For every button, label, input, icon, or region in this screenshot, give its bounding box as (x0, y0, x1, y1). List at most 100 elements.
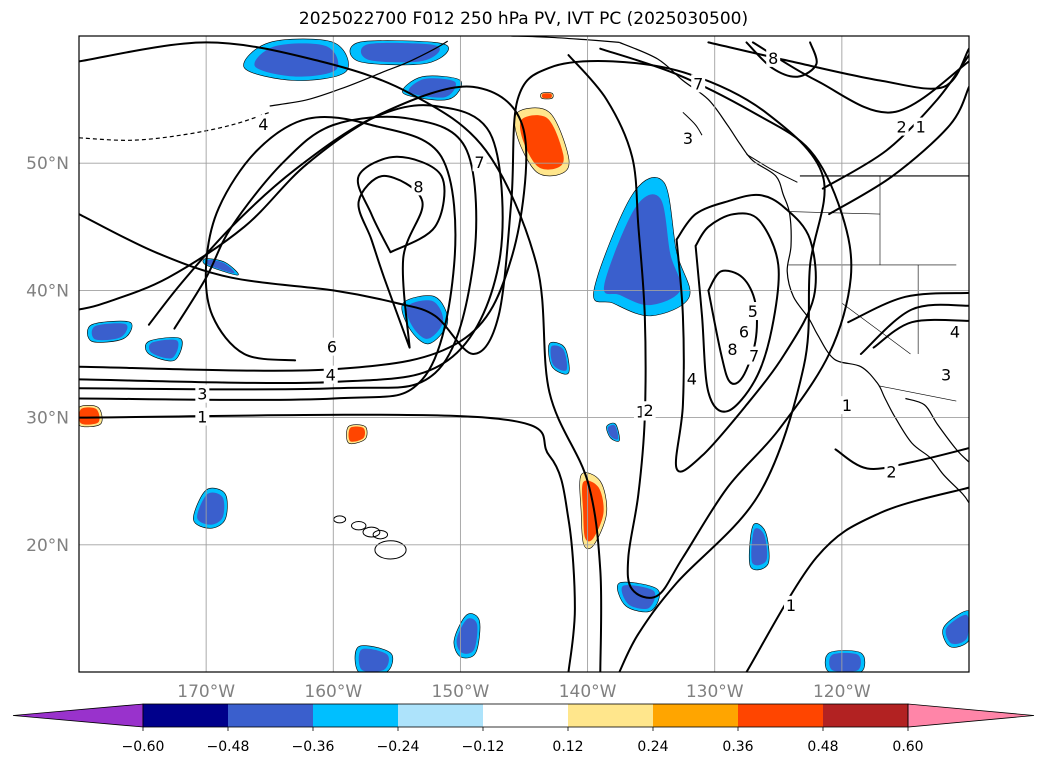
state-border (788, 211, 881, 215)
contour-label: 4 (258, 115, 268, 134)
colorbar-segment (313, 704, 398, 727)
colorbar-segment (143, 704, 228, 727)
colorbar-tick-label: 0.48 (807, 739, 838, 755)
negative-pv-core (550, 345, 568, 371)
hawaii-island (372, 529, 389, 540)
colorbar-tick-label: −0.60 (122, 739, 165, 755)
colorbar-tick-label: 0.36 (722, 739, 753, 755)
positive-pv-core (519, 115, 564, 170)
latitude-label: 20°N (26, 536, 69, 556)
contour-label: 3 (683, 129, 693, 148)
negative-pv-core (603, 194, 682, 306)
ivt-contour (79, 115, 478, 391)
ivt-contour (821, 54, 969, 190)
negative-pv-core (829, 652, 861, 672)
contour-label: 4 (687, 369, 697, 388)
latitude-label: 50°N (26, 154, 69, 174)
colorbar-segment (653, 704, 738, 727)
colorbar-segment (398, 704, 483, 727)
contour-label-mask (894, 117, 909, 136)
contour-label: 8 (413, 177, 423, 196)
ivt-contour (674, 193, 817, 473)
contour-label-mask (736, 322, 751, 341)
colorbar-tick-label: −0.12 (462, 739, 505, 755)
contour-label-mask (766, 48, 781, 67)
coastline-layer (79, 36, 969, 560)
ivt-contour (745, 486, 969, 672)
contour-label-mask (684, 369, 699, 388)
contour-label-mask (987, 331, 1001, 349)
latitude-label: 40°N (26, 281, 69, 301)
contour-label: 5 (748, 302, 758, 321)
colorbar-tick-label: 0.12 (552, 739, 583, 755)
alaska-peninsula-coast (269, 40, 449, 107)
hawaii-island (374, 540, 407, 560)
ivt-contour (79, 60, 826, 672)
contour-label-mask (323, 365, 338, 384)
ivt-contour (79, 116, 457, 401)
contour-label: 3 (197, 385, 207, 404)
colorbar-tick-label: 0.60 (892, 739, 923, 755)
contour-label: 4 (950, 322, 960, 341)
negative-pv-core (621, 585, 656, 610)
colorbar-segment (228, 704, 313, 727)
contour-label: 1 (197, 408, 207, 427)
ivt-contour (694, 212, 780, 413)
positive-pv-core (541, 93, 552, 99)
ivt-contour (828, 85, 969, 216)
contour-label: 6 (327, 338, 337, 357)
contour-label: 1 (842, 396, 852, 415)
ivt-contour (847, 291, 969, 324)
contour-label: 7 (474, 153, 484, 172)
colorbar: −0.60 −0.48 −0.36 −0.24 −0.12 0.12 0.24 0.36 0.4… (12, 703, 1035, 755)
contour-label-mask (884, 462, 899, 481)
longitude-label: 120°W (813, 682, 871, 702)
contour-label: 7 (693, 74, 703, 93)
contour-label-mask (195, 407, 210, 426)
ivt-contour (872, 318, 969, 349)
colorbar-tick-label: −0.48 (207, 739, 250, 755)
colorbar-tick-label: 0.24 (637, 739, 668, 755)
negative-pv-core (358, 648, 389, 672)
colorbar-extend-max (907, 703, 1035, 728)
negative-pv-core (607, 424, 619, 440)
colorbar-segment (738, 704, 823, 727)
longitude-label: 130°W (686, 682, 744, 702)
contour-label-mask (839, 396, 854, 415)
contour-label-mask (681, 129, 696, 148)
contour-label: 8 (727, 340, 737, 359)
ivt-contour (79, 413, 576, 672)
contour-label-mask (256, 115, 271, 134)
contour-label: 5 (989, 331, 999, 350)
ivt-contour (356, 155, 446, 254)
longitude-label: 170°W (177, 682, 235, 702)
colorbar-extend-min (12, 703, 144, 728)
contour-label: 6 (739, 322, 749, 341)
ivt-contour (357, 174, 424, 349)
contour-label: 8 (768, 49, 778, 68)
hawaii-island (362, 526, 381, 538)
contour-label: 2 (644, 401, 654, 420)
contour-label: 2 (897, 118, 907, 137)
colorbar-tick-label: −0.24 (377, 739, 420, 755)
ivt-contour (745, 41, 818, 78)
contour-label-mask (913, 117, 928, 136)
longitude-label: 150°W (432, 682, 490, 702)
negative-pv-core (91, 323, 128, 341)
longitude-label: 140°W (559, 682, 617, 702)
vancouver-island (746, 153, 798, 183)
haida-gwaii (682, 111, 703, 136)
positive-pv-core (348, 426, 366, 442)
us-mexico-border (878, 385, 957, 402)
negative-pv-core (456, 618, 478, 654)
negative-pv-core (360, 42, 440, 63)
contour-label: 1 (786, 596, 796, 615)
contour-label: 1 (916, 118, 926, 137)
contour-label: 3 (941, 366, 951, 385)
ivt-contour (79, 41, 603, 672)
contour-label-mask (472, 153, 487, 172)
contour-label-mask (411, 177, 426, 196)
ivt-contour (859, 303, 969, 355)
colorbar-segment (483, 704, 568, 727)
